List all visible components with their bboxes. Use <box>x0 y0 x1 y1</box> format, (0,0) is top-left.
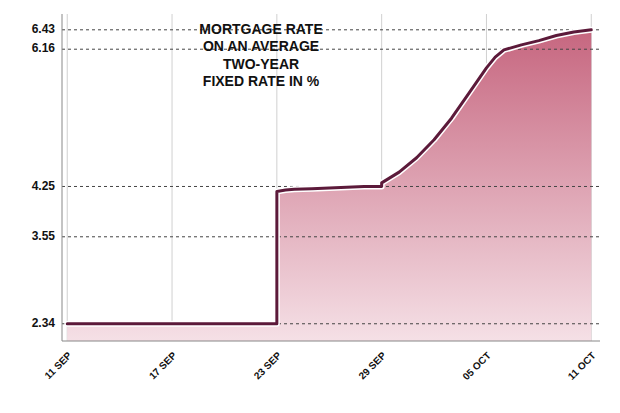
x-grid-line <box>172 14 173 341</box>
x-tick-label: 29 SEP <box>356 350 388 382</box>
chart-title-line: MORTGAGE RATE <box>199 21 322 37</box>
y-tick-label: 2.34 <box>32 316 56 330</box>
area-fill <box>67 30 591 341</box>
chart-title-line: TWO-YEAR <box>223 56 299 72</box>
y-grid-line <box>62 29 600 30</box>
y-tick-label: 6.16 <box>32 41 56 55</box>
x-grid-line <box>67 14 68 341</box>
chart-title-line: FIXED RATE IN % <box>203 73 320 89</box>
x-axis-line <box>62 341 600 342</box>
y-tick-label: 3.55 <box>32 229 56 243</box>
y-tick-label: 6.43 <box>32 22 56 36</box>
y-grid-line <box>62 236 600 237</box>
x-tick-label: 05 OCT <box>460 350 493 383</box>
y-axis-line <box>62 14 63 341</box>
y-grid-line <box>62 49 600 50</box>
chart-svg: 2.34 3.55 4.25 6.16 6.43 11 SEP 17 SEP 23 SEP 29… <box>0 0 620 413</box>
x-tick-label: 11 OCT <box>566 350 598 382</box>
line-halo <box>67 30 591 324</box>
chart-container: 2.34 3.55 4.25 6.16 6.43 11 SEP 17 SEP 23 SEP 29… <box>0 0 620 413</box>
data-layer <box>67 30 591 341</box>
y-tick-label: 4.25 <box>32 179 56 193</box>
data-line <box>67 30 591 324</box>
line-layer <box>67 30 591 324</box>
x-tick-label: 11 SEP <box>42 349 74 381</box>
x-tick-label: 17 SEP <box>147 350 179 382</box>
chart-title-line: ON AN AVERAGE <box>203 38 319 54</box>
x-tick-label: 23 SEP <box>252 350 284 382</box>
chart-title: MORTGAGE RATEON AN AVERAGE TWO-YEARFIXED … <box>199 21 322 90</box>
y-grid <box>62 30 600 324</box>
grid <box>67 14 591 341</box>
